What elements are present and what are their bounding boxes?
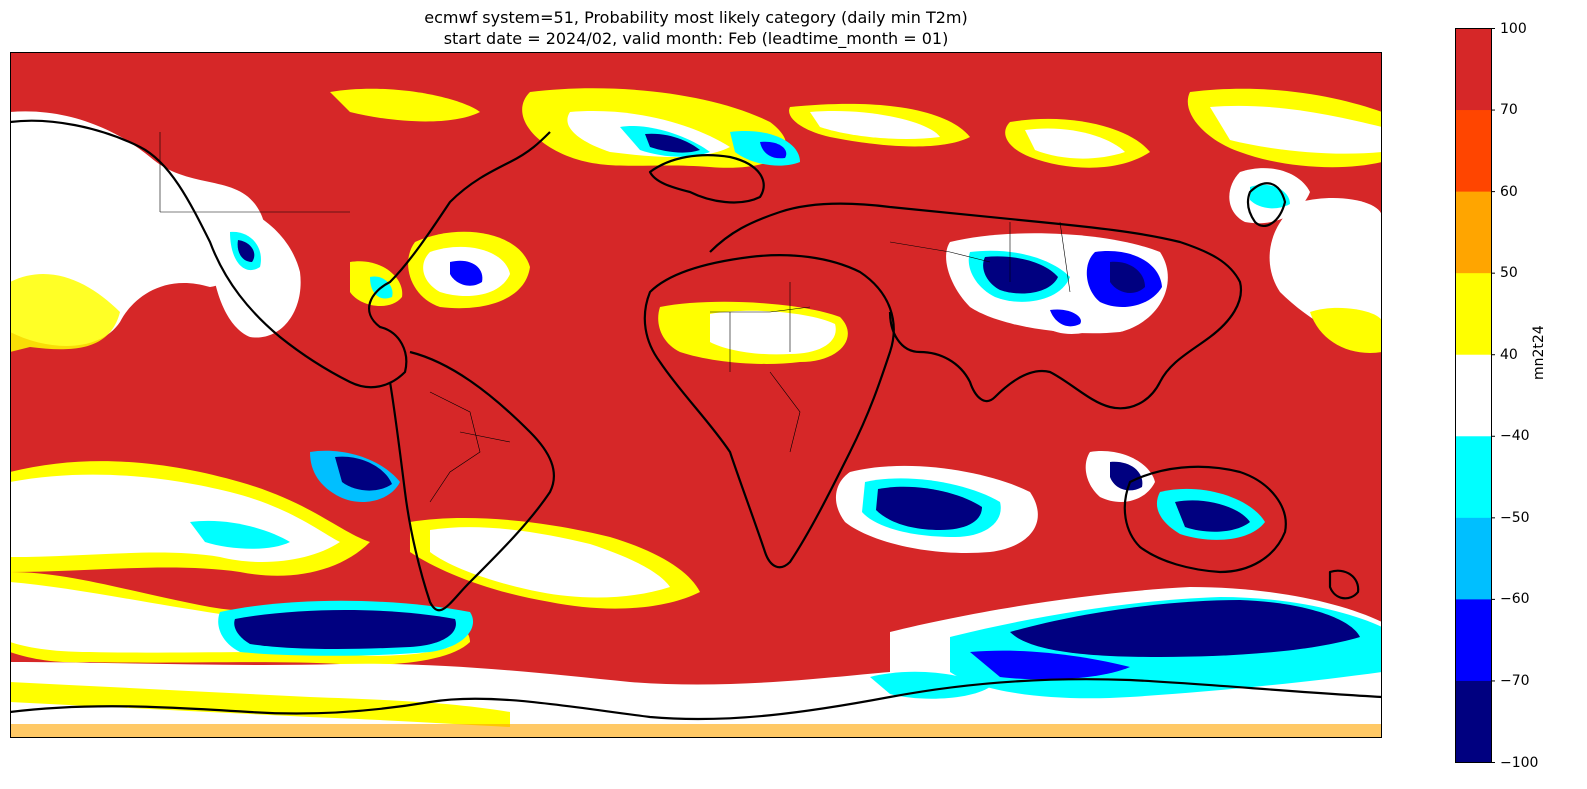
map-title-line1: ecmwf system=51, Probability most likely…: [424, 8, 968, 27]
colorbar: [1455, 28, 1495, 763]
colorbar-tick-label: 70: [1500, 102, 1518, 119]
colorbar-tick-label: 60: [1500, 183, 1518, 200]
colorbar-tick-label: 100: [1500, 20, 1527, 37]
colorbar-band: [1455, 436, 1492, 519]
map-title-line2: start date = 2024/02, valid month: Feb (…: [443, 29, 949, 48]
southern-ocean-anomalies: [10, 450, 700, 665]
colorbar-tick-label: −40: [1500, 428, 1530, 445]
colorbar-band: [1455, 191, 1492, 274]
colorbar-band: [1455, 28, 1492, 111]
arctic-anomalies: [10, 88, 1382, 353]
colorbar-band: [1455, 680, 1492, 763]
north-america-anomalies: [209, 202, 530, 338]
colorbar-band: [1455, 273, 1492, 356]
sahel-anomaly: [658, 301, 848, 364]
colorbar-tick-label: −70: [1500, 672, 1530, 689]
colorbar-tick-label: −50: [1500, 509, 1530, 526]
colorbar-tick-label: −100: [1500, 754, 1539, 771]
asia-anomalies: [946, 233, 1168, 334]
colorbar-tick-label: 40: [1500, 346, 1518, 363]
coastlines: [10, 119, 1382, 721]
country-borders: [159, 132, 1071, 503]
colorbar-band: [1455, 517, 1492, 600]
colorbar-band: [1455, 599, 1492, 682]
indian-ocean-anomalies: [835, 451, 1265, 553]
probability-map: [10, 52, 1382, 738]
colorbar-tick-label: −60: [1500, 591, 1530, 608]
colorbar-tick-label: 50: [1500, 265, 1518, 282]
map-frame: [10, 52, 1382, 738]
colorbar-label: mn2t24: [1531, 325, 1547, 380]
colorbar-band: [1455, 110, 1492, 193]
antarctic-anomalies: [10, 587, 1382, 738]
colorbar-band: [1455, 354, 1492, 437]
